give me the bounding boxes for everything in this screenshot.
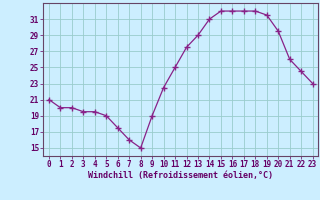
X-axis label: Windchill (Refroidissement éolien,°C): Windchill (Refroidissement éolien,°C) — [88, 171, 273, 180]
